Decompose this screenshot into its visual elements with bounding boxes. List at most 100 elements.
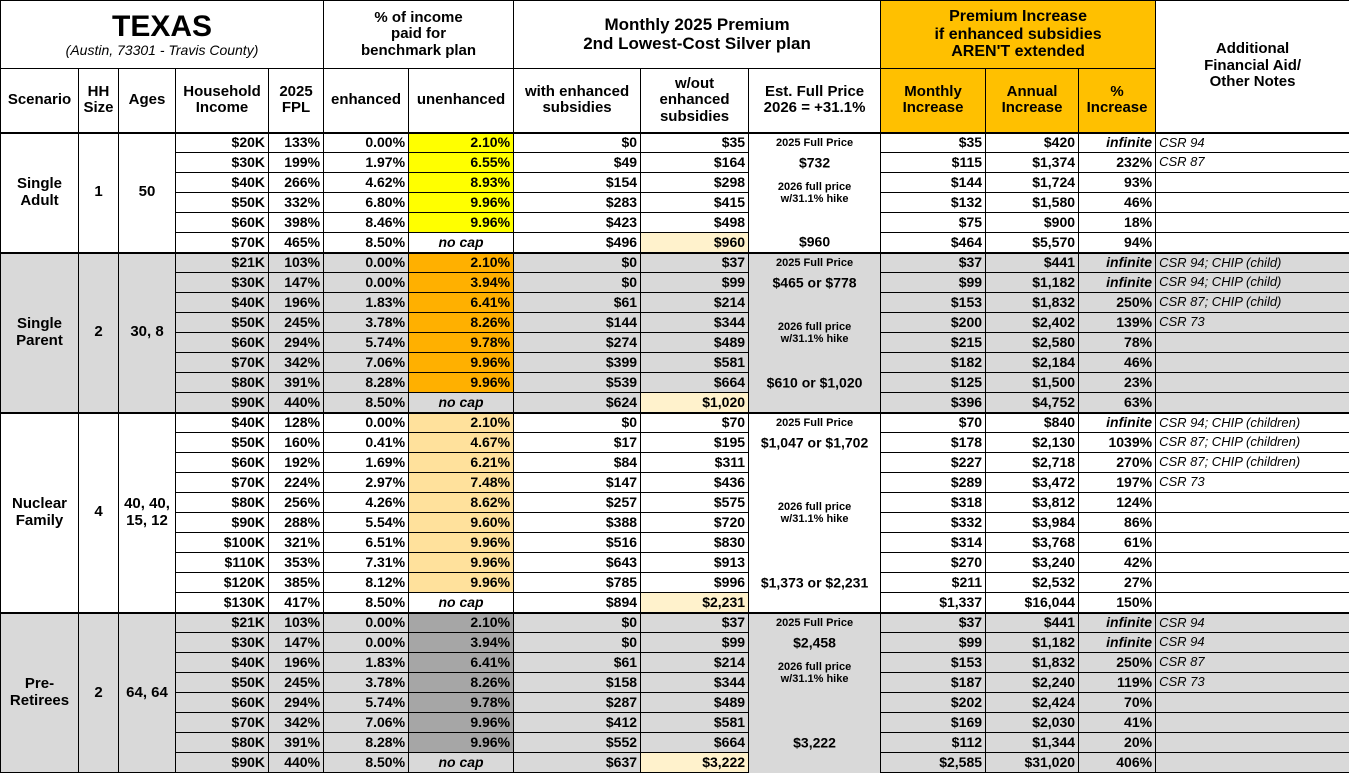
table-body: Single Adult 1 50 $20K 133% 0.00% 2.10% $0 $35 20… xyxy=(0,131,1349,773)
cell: $158 xyxy=(513,672,642,693)
cell: $40K xyxy=(175,411,269,433)
full-price-cell: $960 xyxy=(748,232,882,253)
cell: $1,580 xyxy=(985,192,1080,213)
cell: $153 xyxy=(880,292,987,313)
note-cell xyxy=(1155,492,1349,513)
cell: $2,532 xyxy=(985,572,1080,593)
cell: $1,500 xyxy=(985,372,1080,393)
group-scenario: Single Parent xyxy=(0,251,79,413)
cell: $115 xyxy=(880,152,987,173)
full-price-cell xyxy=(748,332,882,353)
cell: $643 xyxy=(513,552,642,573)
cell: 199% xyxy=(267,152,325,173)
group-hh: 1 xyxy=(78,131,119,253)
cell: no cap xyxy=(408,592,515,613)
cell: 147% xyxy=(267,632,325,653)
data-row: $60K 398% 8.46% 9.96% $423 $498 $75 $900 18% xyxy=(0,212,1349,233)
data-row: $80K 256% 4.26% 8.62% $257 $575 2026 full pric… xyxy=(0,492,1349,525)
data-row: $80K 391% 8.28% 9.96% $539 $664 $610 or $1,020… xyxy=(0,372,1349,393)
full-price-cell xyxy=(748,352,882,373)
full-price-cell: 2025 Full Price xyxy=(748,611,882,633)
data-row: $40K 196% 1.83% 6.41% $61 $214 2026 full price… xyxy=(0,652,1349,685)
cell: $289 xyxy=(880,472,987,493)
cell: $40K xyxy=(175,292,269,313)
cell: 18% xyxy=(1078,212,1157,233)
cell: 9.96% xyxy=(408,732,515,753)
cell: $195 xyxy=(640,432,750,453)
group-header: Premium Increase if enhanced subsidies A… xyxy=(880,0,1157,69)
cell: 288% xyxy=(267,512,325,533)
column-header: 2025 FPL xyxy=(267,68,325,133)
cell: 9.96% xyxy=(408,212,515,233)
data-row: $130K 417% 8.50% no cap $894 $2,231 $1,337 $16,… xyxy=(0,592,1349,613)
cell: $202 xyxy=(880,692,987,713)
note-cell: CSR 73 xyxy=(1155,472,1349,493)
cell: $112 xyxy=(880,732,987,753)
full-price-cell: 2026 full price w/31.1% hike xyxy=(748,652,882,685)
cell: $575 xyxy=(640,492,750,513)
cell: $0 xyxy=(513,272,642,293)
cell: $436 xyxy=(640,472,750,493)
cell: 385% xyxy=(267,572,325,593)
cell: 6.51% xyxy=(323,532,410,553)
data-row: $90K 440% 8.50% no cap $624 $1,020 $396 $4,752 6… xyxy=(0,392,1349,413)
cell: $60K xyxy=(175,332,269,353)
cell: $99 xyxy=(880,272,987,293)
column-header: w/out enhanced subsidies xyxy=(640,68,750,133)
cell: $61 xyxy=(513,652,642,673)
cell: 224% xyxy=(267,472,325,493)
data-row: $120K 385% 8.12% 9.96% $785 $996 $1,373 or $2,… xyxy=(0,572,1349,593)
full-price-cell xyxy=(748,512,882,533)
cell: $37 xyxy=(640,251,750,273)
cell: 78% xyxy=(1078,332,1157,353)
cell: $110K xyxy=(175,552,269,573)
cell: 4.67% xyxy=(408,432,515,453)
cell: $283 xyxy=(513,192,642,213)
data-row: $70K 342% 7.06% 9.96% $412 $581 $169 $2,030 41% xyxy=(0,712,1349,733)
cell: $539 xyxy=(513,372,642,393)
column-header: Monthly Increase xyxy=(880,68,987,133)
cell: $1,832 xyxy=(985,652,1080,673)
cell: $50K xyxy=(175,672,269,693)
cell: 46% xyxy=(1078,352,1157,373)
data-row: $40K 196% 1.83% 6.41% $61 $214 $153 $1,832 250% C… xyxy=(0,292,1349,313)
cell: 93% xyxy=(1078,172,1157,193)
full-price-cell: $465 or $778 xyxy=(748,272,882,293)
full-price: 2025 Full Price xyxy=(776,416,854,429)
group-ages: 40, 40, 15, 12 xyxy=(118,411,176,613)
cell: $90K xyxy=(175,752,269,773)
cell: 2.10% xyxy=(408,131,515,153)
cell: 0.00% xyxy=(323,611,410,633)
group-ages: 64, 64 xyxy=(118,611,176,773)
cell: $388 xyxy=(513,512,642,533)
full-price-cell xyxy=(748,452,882,473)
note-cell: CSR 94; CHIP (child) xyxy=(1155,251,1349,273)
full-price-cell: $2,458 xyxy=(748,632,882,653)
cell: 197% xyxy=(1078,472,1157,493)
data-row: $40K 266% 4.62% 8.93% $154 $298 2026 full pric… xyxy=(0,172,1349,205)
note-cell xyxy=(1155,572,1349,593)
full-price-cell: 2025 Full Price xyxy=(748,411,882,433)
cell: $90K xyxy=(175,512,269,533)
full-price-cell xyxy=(748,592,882,613)
note-cell xyxy=(1155,692,1349,713)
data-row: Nuclear Family 4 40, 40, 15, 12 $40K 128% 0.0… xyxy=(0,411,1349,613)
title-cell: TEXAS (Austin, 73301 - Travis County) xyxy=(0,0,325,69)
full-price-cell xyxy=(748,192,882,213)
note-cell xyxy=(1155,372,1349,393)
cell: $0 xyxy=(513,411,642,433)
cell: $70K xyxy=(175,232,269,253)
cell: 147% xyxy=(267,272,325,293)
data-row: $60K 294% 5.74% 9.78% $287 $489 $202 $2,424 70% xyxy=(0,692,1349,713)
cell: $2,030 xyxy=(985,712,1080,733)
full-price: $1,373 or $2,231 xyxy=(760,573,869,590)
cell: $70K xyxy=(175,352,269,373)
note-cell: CSR 87; CHIP (children) xyxy=(1155,432,1349,453)
cell: $90K xyxy=(175,392,269,413)
column-header: Annual Increase xyxy=(985,68,1080,133)
cell: $1,344 xyxy=(985,732,1080,753)
cell: 192% xyxy=(267,452,325,473)
cell: 8.26% xyxy=(408,672,515,693)
note-cell xyxy=(1155,332,1349,353)
cell: $211 xyxy=(880,572,987,593)
